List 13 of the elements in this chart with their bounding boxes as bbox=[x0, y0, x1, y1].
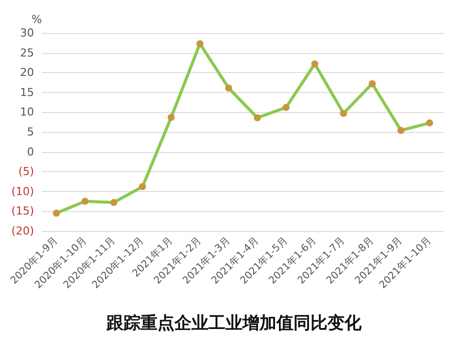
y-tick-label: (15) bbox=[11, 204, 34, 218]
y-tick-label: 30 bbox=[20, 26, 34, 40]
y-tick-label: 25 bbox=[20, 46, 34, 60]
y-tick-label: 5 bbox=[27, 126, 34, 138]
y-tick-label: 0 bbox=[27, 145, 34, 158]
y-tick-label: (10) bbox=[11, 184, 34, 198]
y-axis-title: % bbox=[32, 13, 42, 26]
y-tick-label: 10 bbox=[20, 106, 34, 119]
y-tick-label: (20) bbox=[11, 224, 34, 238]
y-tick-label: 20 bbox=[20, 66, 34, 80]
y-tick-label: (5) bbox=[18, 165, 34, 178]
y-tick-label: 15 bbox=[20, 86, 34, 99]
text: 跟踪重点企业工业增加值同比变化 bbox=[106, 314, 362, 334]
